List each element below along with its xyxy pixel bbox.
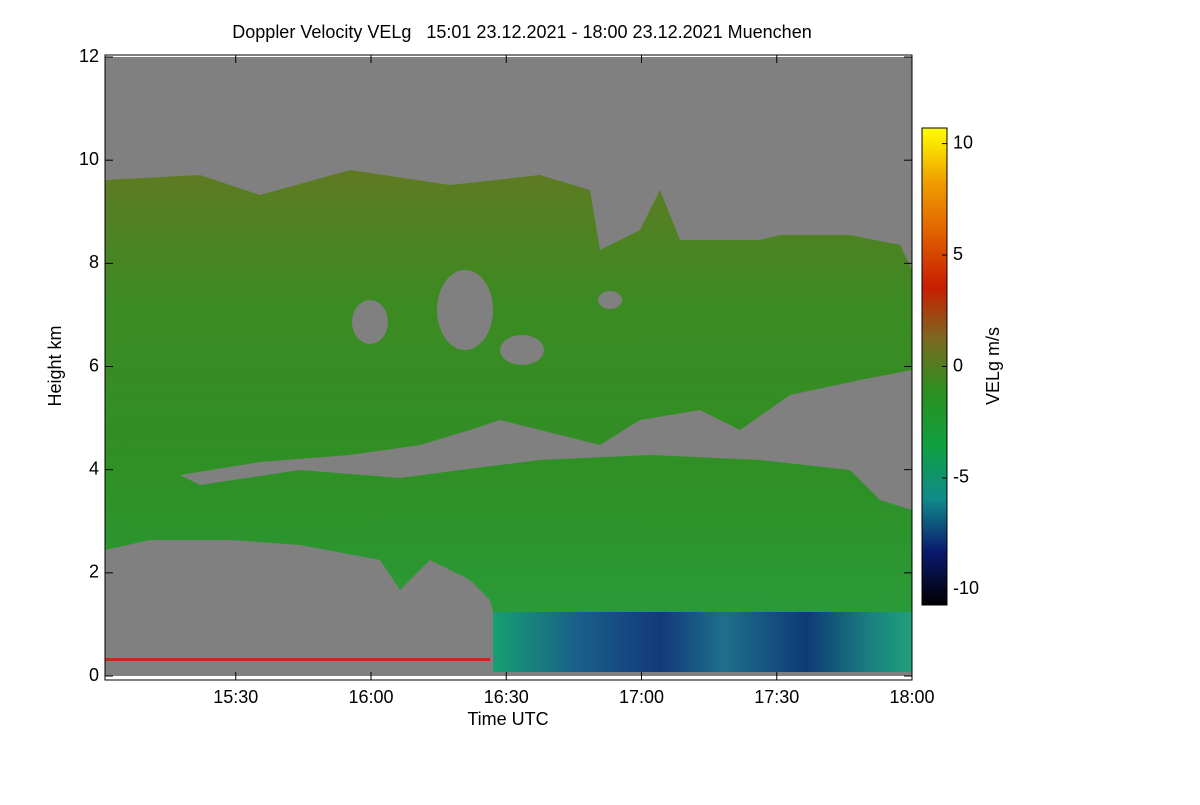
y-tick-label: 12 <box>79 46 99 66</box>
x-tick-label: 17:30 <box>754 687 799 707</box>
x-tick-label: 16:30 <box>484 687 529 707</box>
plot-frame <box>104 54 913 681</box>
gap-hole <box>500 335 544 365</box>
colorbar-tick-label: -5 <box>953 467 969 487</box>
x-tick-label: 16:00 <box>348 687 393 707</box>
chart-title: Doppler Velocity VELg 15:01 23.12.2021 -… <box>232 22 811 42</box>
cloud-region <box>105 170 912 612</box>
y-tick-label: 6 <box>89 355 99 375</box>
low-region <box>493 612 912 672</box>
colorbar-tick-label: -10 <box>953 578 979 598</box>
y-tick-label: 4 <box>89 458 99 478</box>
colorbar-tick-label: 10 <box>953 132 973 152</box>
y-tick-label: 8 <box>89 252 99 272</box>
colorbar-tick-label: 5 <box>953 244 963 264</box>
velocity-field <box>105 57 912 676</box>
x-tick-label: 18:00 <box>889 687 934 707</box>
y-tick-label: 2 <box>89 562 99 582</box>
y-tick-label: 10 <box>79 149 99 169</box>
colorbar-label: VELg m/s <box>983 327 1003 405</box>
x-tick-label: 15:30 <box>213 687 258 707</box>
x-tick-label: 17:00 <box>619 687 664 707</box>
colorbar-tick-label: 0 <box>953 355 963 375</box>
gap-hole <box>437 270 493 350</box>
x-axis-label: Time UTC <box>467 709 548 729</box>
gap-hole <box>598 291 622 309</box>
y-axis-label: Height km <box>45 325 65 406</box>
ground-clutter <box>105 658 490 661</box>
gap-band <box>180 370 912 510</box>
y-tick-label: 0 <box>89 665 99 685</box>
gap-hole <box>352 300 388 344</box>
